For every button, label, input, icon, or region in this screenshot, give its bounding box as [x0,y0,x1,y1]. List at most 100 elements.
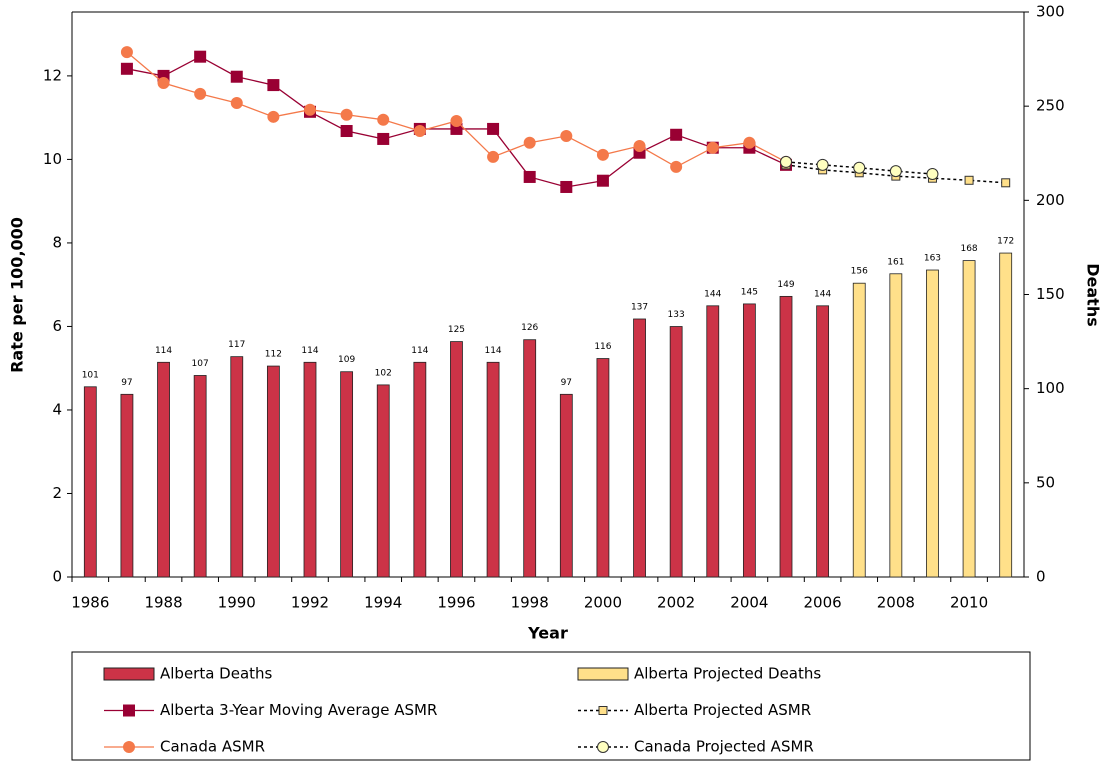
y2-tick-label: 200 [1036,191,1065,209]
y2-tick-label: 50 [1036,473,1055,491]
y2-tick-label: 300 [1036,3,1065,21]
marker [413,125,426,138]
x-tick-label: 1988 [144,594,182,612]
y-tick-label: 6 [52,317,62,335]
y-tick-label: 0 [52,568,62,586]
bar [559,393,573,578]
marker [816,158,829,171]
bar [376,384,390,578]
value-label: 133 [668,310,685,320]
value-label: 114 [484,346,501,356]
bar [523,339,537,578]
marker [230,70,243,83]
marker [633,140,646,153]
legend-box [71,651,1031,761]
value-label: 97 [561,378,572,388]
x-tick-label: 2010 [950,594,988,612]
bar [83,386,97,578]
marker [120,62,133,75]
y-tick-label: 4 [52,400,62,418]
legend-marker [598,706,608,715]
x-axis-title: Year [527,624,568,643]
bar [669,326,683,578]
legend-marker [123,704,135,717]
marker [523,170,536,183]
value-label: 114 [411,346,428,356]
x-tick-label: 1986 [71,594,109,612]
x-tick-label: 2000 [584,594,622,612]
x-tick-label: 1992 [291,594,329,612]
value-label: 114 [301,346,318,356]
bar [266,365,280,578]
marker [304,103,316,116]
value-label: 168 [960,244,977,254]
y-tick-label: 12 [43,66,62,84]
marker [1001,178,1011,188]
value-label: 116 [594,342,611,352]
bar [120,393,134,578]
value-label: 114 [155,346,172,356]
value-label: 161 [887,257,904,267]
marker [596,148,609,161]
bar [450,341,463,578]
y-tick-label: 8 [52,233,62,251]
bar [157,361,170,578]
y2-tick-label: 100 [1036,379,1065,397]
marker [267,110,280,123]
legend-marker [597,741,609,753]
value-label: 137 [631,302,648,312]
value-label: 163 [924,254,941,264]
marker [377,132,390,145]
bar [633,318,646,578]
value-label: 172 [997,237,1014,247]
bar [303,361,317,578]
legend-label: Alberta Projected Deaths [634,665,821,683]
marker [230,97,243,110]
bar [852,282,866,578]
marker [487,122,500,135]
value-label: 112 [265,350,282,360]
y-tick-label: 2 [52,484,62,502]
x-tick-label: 2008 [877,594,915,612]
value-label: 97 [121,378,132,388]
bar [926,269,939,578]
legend-swatch [577,667,629,681]
marker [340,125,353,138]
y2-tick-label: 250 [1036,97,1065,115]
marker [267,79,280,92]
bar [230,356,244,578]
x-tick-label: 1990 [218,594,256,612]
marker [706,141,719,154]
marker [743,136,756,149]
marker [340,108,353,121]
marker [596,174,609,187]
legend-label: Canada ASMR [160,738,265,756]
x-tick-label: 2006 [804,594,842,612]
marker [560,130,573,143]
value-label: 144 [814,289,831,299]
legend-marker [123,741,135,753]
y-axis-title: Rate per 100,000 [8,217,27,373]
bar [742,303,756,578]
y2-tick-label: 150 [1036,285,1065,303]
value-label: 144 [704,289,721,299]
value-label: 149 [777,280,794,290]
x-tick-label: 1994 [364,594,402,612]
legend-label: Canada Projected ASMR [634,738,814,756]
x-tick-label: 2002 [657,594,695,612]
legend-label: Alberta Deaths [160,665,273,683]
x-tick-label: 1996 [437,594,475,612]
value-label: 145 [741,287,758,297]
legend-label: Alberta 3-Year Moving Average ASMR [160,701,437,719]
value-label: 126 [521,323,538,333]
value-label: 109 [338,355,355,365]
marker [853,161,866,174]
marker [450,114,463,127]
bar [706,305,720,578]
marker [964,175,974,185]
bar [596,358,610,578]
marker [926,168,939,181]
marker [157,76,170,89]
marker [670,160,683,173]
